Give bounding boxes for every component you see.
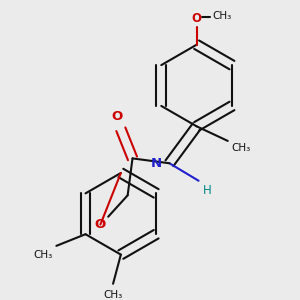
Text: O: O: [192, 12, 202, 25]
Text: O: O: [111, 110, 123, 123]
Text: CH₃: CH₃: [33, 250, 52, 260]
Text: O: O: [95, 218, 106, 231]
Text: CH₃: CH₃: [103, 290, 123, 300]
Text: N: N: [151, 157, 162, 170]
Text: CH₃: CH₃: [232, 143, 251, 153]
Text: CH₃: CH₃: [212, 11, 231, 21]
Text: H: H: [202, 184, 211, 197]
